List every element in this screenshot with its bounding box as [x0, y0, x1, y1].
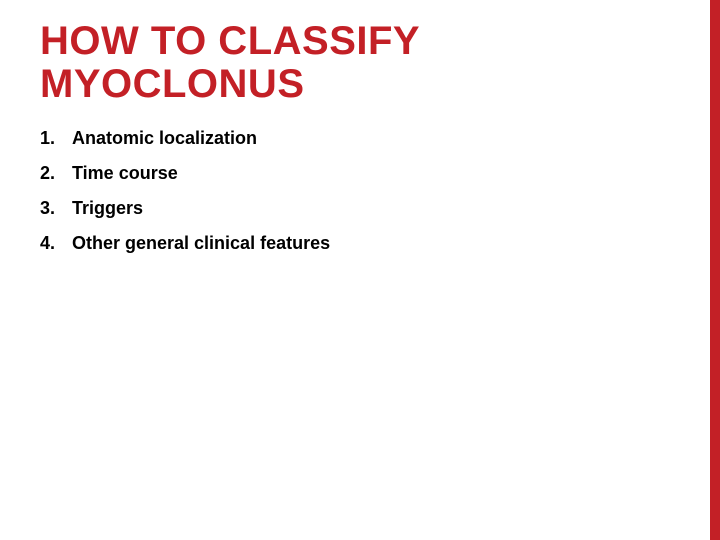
list-text: Triggers	[68, 198, 143, 219]
accent-bar	[710, 0, 720, 540]
list-number: 3.	[40, 198, 68, 219]
slide: HOW TO CLASSIFY MYOCLONUS 1. Anatomic lo…	[0, 0, 720, 540]
list-item: 1. Anatomic localization	[40, 128, 680, 149]
list-number: 2.	[40, 163, 68, 184]
classification-list: 1. Anatomic localization 2. Time course …	[40, 128, 680, 254]
title-line-1: HOW TO CLASSIFY	[40, 19, 420, 63]
list-text: Time course	[68, 163, 178, 184]
list-text: Other general clinical features	[68, 233, 330, 254]
title-line-2: MYOCLONUS	[40, 62, 305, 106]
list-text: Anatomic localization	[68, 128, 257, 149]
list-item: 4. Other general clinical features	[40, 233, 680, 254]
list-number: 1.	[40, 128, 68, 149]
list-number: 4.	[40, 233, 68, 254]
list-item: 2. Time course	[40, 163, 680, 184]
list-item: 3. Triggers	[40, 198, 680, 219]
slide-title: HOW TO CLASSIFY MYOCLONUS	[40, 20, 680, 106]
